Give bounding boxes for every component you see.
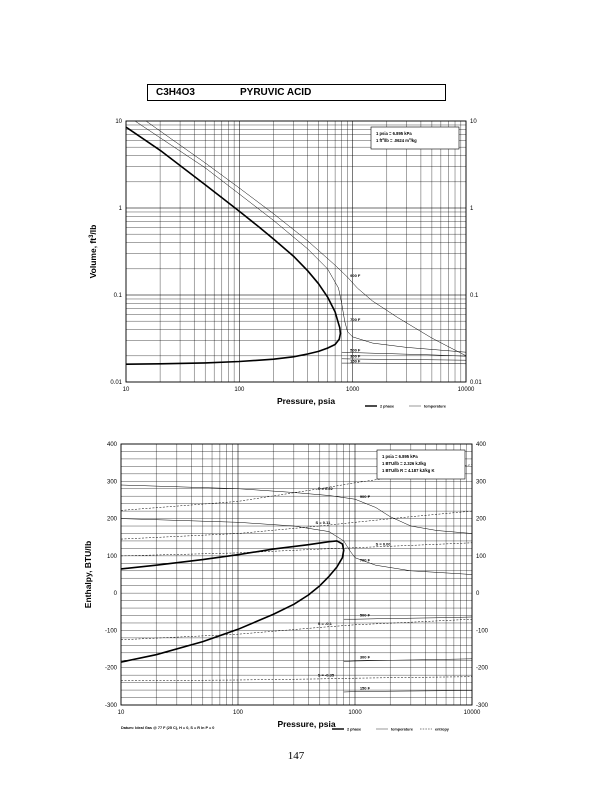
y-tick-label: -200 — [105, 666, 118, 672]
y-tick-label-right: 300 — [476, 479, 487, 485]
y-tick-label-right: 400 — [476, 442, 487, 448]
x-tick-label: 10 — [118, 710, 125, 716]
volume-chart-y-axis-label: Volume, ft3/lb — [88, 225, 98, 279]
temperature-curve — [343, 616, 473, 620]
temperature-curve — [343, 658, 473, 662]
y-tick-label-right: 0.01 — [470, 380, 482, 386]
curve-label: 300 F — [360, 654, 371, 659]
enthalpy-pressure-chart: 10 100 1000 10000-300 -300-200 -200-100 -1000 0… — [83, 442, 489, 732]
curve-label: 500 F — [350, 347, 361, 352]
entropy-curve — [120, 542, 473, 557]
conversion-note-line: 1 psia = 6.895 kPa — [376, 131, 412, 136]
enthalpy-chart-x-axis-label: Pressure, psia — [277, 719, 335, 729]
chemical-formula: C3H4O3 — [156, 87, 195, 98]
x-tick-label: 10000 — [464, 710, 481, 716]
temperature-curve — [341, 351, 467, 357]
y-tick-label: 10 — [115, 119, 122, 125]
legend-entry-temperature: temperature — [424, 405, 446, 409]
y-tick-label: 200 — [107, 517, 118, 523]
y-tick-label: -300 — [105, 703, 118, 709]
y-tick-label: 1 — [119, 206, 123, 212]
enthalpy-chart-tick-labels: 10 100 1000 10000-300 -300-200 -200-100 -1000 0… — [105, 442, 489, 716]
enthalpy-chart-grid — [120, 443, 473, 706]
x-tick-label: 100 — [233, 710, 244, 716]
volume-chart-x-axis-label: Pressure, psia — [277, 396, 335, 406]
enthalpy-chart-y-axis-label: Enthalpy, BTU/lb — [83, 541, 93, 608]
conversion-note-line: 1 BTU/lb = 2.326 kJ/kg — [382, 461, 427, 466]
y-tick-label-right: -300 — [476, 703, 489, 709]
enthalpy-chart-legend: 2 phase temperature entropy — [332, 728, 450, 732]
two-phase-curve — [120, 540, 345, 663]
curve-label: S = -0.35 — [318, 673, 335, 678]
title-box: C3H4O3 PYRUVIC ACID — [147, 84, 446, 101]
y-tick-label-right: 1 — [470, 206, 474, 212]
curve-label: 900 F — [360, 494, 371, 499]
enthalpy-chart-datum-note: Datum: Ideal Gas @ 77 F (25 C), H = 0, S… — [121, 726, 214, 730]
curve-label: 150 F — [350, 358, 361, 363]
temperature-curve — [134, 120, 467, 353]
curve-label: 700 F — [350, 317, 361, 322]
legend-entry-entropy: entropy — [435, 728, 450, 732]
volume-chart-conversion-note: 1 psia = 6.895 kPa 1 ft3/lb = .0624 m3/k… — [370, 126, 460, 150]
x-tick-label: 100 — [234, 387, 245, 393]
page-number: 147 — [287, 750, 305, 762]
enthalpy-chart-conversion-note: 1 psia = 6.895 kPa 1 BTU/lb = 2.326 kJ/k… — [376, 449, 466, 480]
entropy-curve — [120, 676, 473, 682]
y-tick-label-right: 0 — [476, 591, 480, 597]
x-tick-label: 1000 — [346, 387, 360, 393]
x-tick-label: 1000 — [348, 710, 362, 716]
y-tick-label: -100 — [105, 628, 118, 634]
legend-entry-2-phase: 2 phase — [380, 405, 394, 409]
y-tick-label-right: 100 — [476, 554, 487, 560]
temperature-curve — [145, 120, 467, 357]
conversion-note-line: 1 BTU/lb R = 4.187 kJ/kg K — [382, 468, 434, 473]
y-tick-label-right: -100 — [476, 628, 489, 634]
y-tick-label: 0 — [114, 591, 118, 597]
temperature-curve — [120, 484, 473, 534]
compound-name: PYRUVIC ACID — [240, 87, 312, 98]
volume-chart-curves — [125, 120, 467, 365]
volume-chart-frame — [125, 120, 467, 383]
temperature-curve — [120, 518, 473, 575]
curve-label: S = -0.1 — [318, 621, 333, 626]
conversion-note-line: 1 ft3/lb = .0624 m3/kg — [376, 137, 417, 143]
y-tick-label-right: -200 — [476, 666, 489, 672]
curve-label: S = 0.22 — [318, 486, 334, 491]
two-phase-curve — [125, 126, 342, 365]
curve-label: 700 F — [360, 557, 371, 562]
temperature-curve — [341, 358, 467, 361]
curve-label: S = 0.00 — [376, 541, 392, 546]
enthalpy-chart-curve-labels: 900 F 700 F 500 F 300 F 150 F S = 0.22 S = 0.1… — [316, 486, 392, 690]
y-tick-label-right: 200 — [476, 517, 487, 523]
x-tick-label: 10000 — [458, 387, 475, 393]
curve-label: 900 F — [350, 273, 361, 278]
curve-label: S = 0.11 — [316, 520, 332, 525]
y-tick-label-right: 10 — [470, 119, 477, 125]
y-tick-label: 100 — [107, 554, 118, 560]
curve-label: 500 F — [360, 613, 371, 618]
conversion-note-line: 1 psia = 6.895 kPa — [382, 454, 418, 459]
temperature-curve — [343, 690, 473, 693]
y-tick-label: 400 — [107, 442, 118, 448]
y-tick-label: 0.01 — [110, 380, 122, 386]
enthalpy-chart-frame — [120, 443, 473, 706]
y-tick-label: 300 — [107, 479, 118, 485]
temperature-curve — [341, 362, 467, 365]
legend-entry-temperature: temperature — [391, 728, 413, 732]
y-tick-label-right: 0.1 — [470, 293, 479, 299]
entropy-curve — [120, 618, 473, 641]
curve-label: 300 F — [350, 354, 361, 359]
volume-chart-legend: 2 phase temperature — [365, 405, 446, 409]
curve-label: 150 F — [360, 685, 371, 690]
x-tick-label: 10 — [123, 387, 130, 393]
legend-entry-2-phase: 2 phase — [347, 728, 361, 732]
entropy-curve — [120, 510, 473, 540]
volume-chart-grid — [125, 120, 467, 383]
y-tick-label: 0.1 — [114, 293, 123, 299]
